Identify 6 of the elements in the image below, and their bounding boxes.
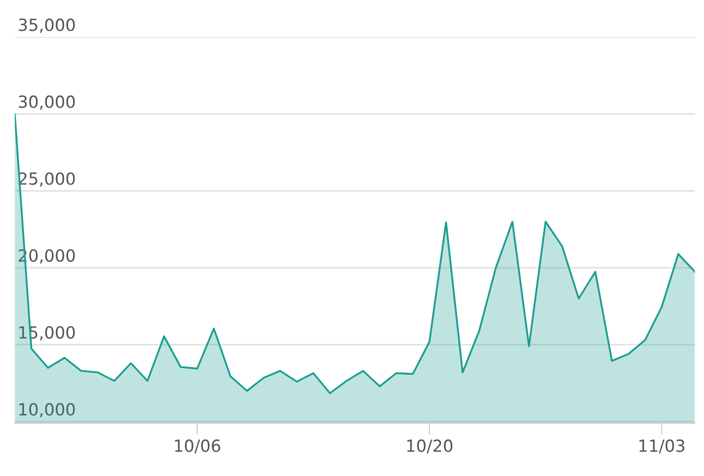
y-tick-label: 35,000 (18, 18, 75, 33)
x-tick-label: 10/20 (407, 439, 452, 454)
y-tick-label: 10,000 (19, 403, 75, 418)
y-tick-label: 30,000 (18, 95, 75, 110)
x-tick-label: 10/06 (175, 439, 220, 454)
x-tick-label: 11/03 (639, 439, 684, 454)
